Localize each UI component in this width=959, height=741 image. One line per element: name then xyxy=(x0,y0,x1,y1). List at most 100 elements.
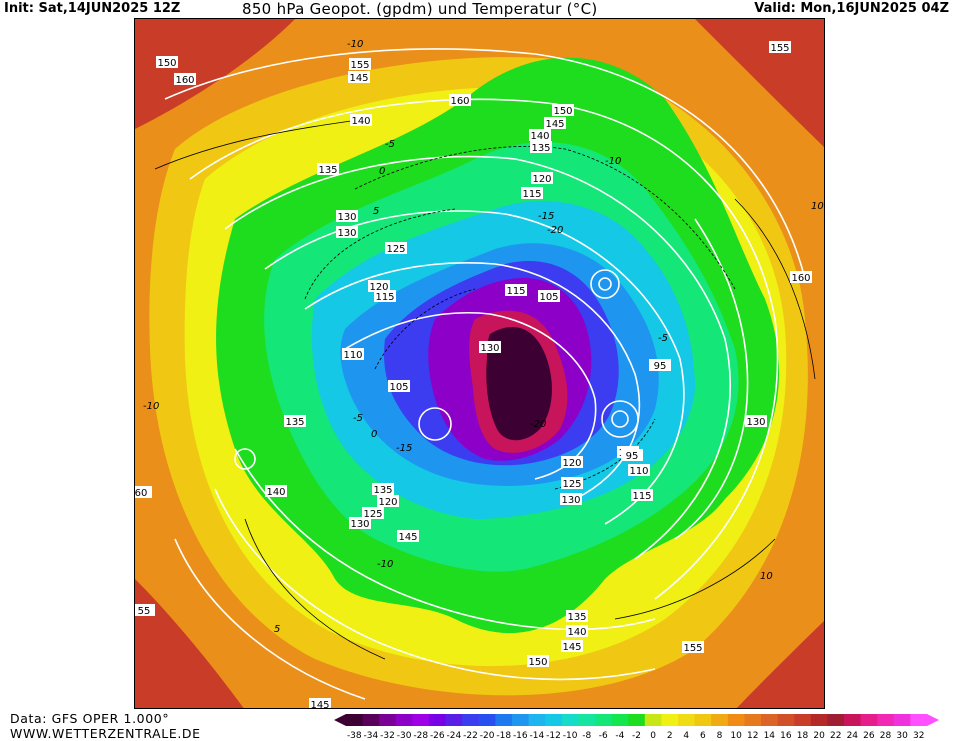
geopotential-label: 130 xyxy=(561,495,580,506)
legend-swatch xyxy=(512,714,529,726)
contour-line xyxy=(224,155,731,560)
geopotential-label: 160 xyxy=(175,75,194,86)
low-contour-ring xyxy=(601,400,639,438)
geopotential-label-box xyxy=(538,290,560,302)
geopotential-label-box xyxy=(368,280,390,292)
legend-tick-label: -24 xyxy=(447,731,462,741)
geopotential-label-box xyxy=(628,464,650,476)
legend-swatch xyxy=(678,714,695,726)
geopotential-label-box xyxy=(349,58,371,70)
legend-tick-label: -16 xyxy=(513,731,528,741)
temperature-label: 0 xyxy=(371,429,377,440)
legend-swatch xyxy=(545,714,563,726)
isotherm-line xyxy=(554,418,656,490)
legend-swatch xyxy=(445,714,463,726)
geopotential-label-box xyxy=(566,610,588,622)
temperature-label: -10 xyxy=(377,559,393,570)
geopotential-label-box xyxy=(621,449,643,461)
geopotential-label: 155 xyxy=(770,43,789,54)
geopotential-label-box xyxy=(388,380,410,392)
legend-tick-label: 20 xyxy=(813,731,825,741)
geopotential-label-box xyxy=(374,290,396,302)
geopotential-label-box xyxy=(317,163,339,175)
legend-swatch xyxy=(362,714,380,726)
temperature-label: 0 xyxy=(379,166,385,177)
legend-tick-label: -6 xyxy=(599,731,608,741)
geopotential-label: 120 xyxy=(369,282,388,293)
geopotential-label: 105 xyxy=(539,292,558,303)
geopotential-label: 110 xyxy=(343,350,362,361)
geopotential-label-box xyxy=(561,456,583,468)
contour-line xyxy=(214,488,656,681)
geopotential-label-box xyxy=(362,507,384,519)
geopotential-label: 125 xyxy=(363,509,382,520)
geopotential-contours xyxy=(164,48,806,700)
geopotential-label: 110 xyxy=(629,466,648,477)
geopotential-label: 135 xyxy=(567,612,586,623)
geopotential-label: 130 xyxy=(746,417,765,428)
geopotential-label: 140 xyxy=(351,116,370,127)
geopotential-label-box xyxy=(284,415,306,427)
temperature-label: 5 xyxy=(274,624,280,635)
contour-line xyxy=(164,48,806,280)
legend-swatch xyxy=(761,714,778,726)
contour-line xyxy=(264,210,685,525)
legend-tick-label: 26 xyxy=(863,731,875,741)
legend-swatch xyxy=(611,714,629,726)
legend-tick-label: -20 xyxy=(480,731,495,741)
geopotential-label: 145 xyxy=(310,700,329,709)
temperature-label: -10 xyxy=(143,401,159,412)
legend-swatch xyxy=(644,714,662,726)
geopotential-label: 150 xyxy=(528,657,547,668)
geopotential-label-box xyxy=(561,477,583,489)
legend-tick-label: 10 xyxy=(730,731,742,741)
legend-tick-label: 2 xyxy=(667,731,673,741)
geopotential-label: 125 xyxy=(386,244,405,255)
geopotential-label: 120 xyxy=(562,458,581,469)
legend-tick-label: -12 xyxy=(546,731,561,741)
geopotential-label: 160 xyxy=(791,273,810,284)
temperature-label: -20 xyxy=(547,225,563,236)
legend-swatch xyxy=(561,714,579,726)
geopotential-label-box xyxy=(156,56,178,68)
legend-tick-label: -8 xyxy=(582,731,591,741)
temperature-label: -10 xyxy=(347,39,363,50)
geopotential-label: 140 xyxy=(530,131,549,142)
geopotential-label: 130 xyxy=(337,212,356,223)
legend-tick-label: 8 xyxy=(717,731,723,741)
cold-core xyxy=(486,326,552,441)
geopotential-label-box xyxy=(309,698,331,708)
geopotential-label-box xyxy=(790,271,812,283)
temperature-color-legend: -38 -34 -32 -30 -28 -26 -24 -22 -20 -18 -16 -14 -12-… xyxy=(334,714,939,741)
geopotential-label-box xyxy=(649,359,671,371)
contour-line xyxy=(304,262,640,500)
geopotential-label-box xyxy=(527,655,549,667)
geopotential-label: 60 xyxy=(135,488,147,499)
legend-swatch xyxy=(844,714,861,726)
geopotential-label: 115 xyxy=(522,189,541,200)
valid-time-label: Valid: Mon,16JUN2025 04Z xyxy=(754,1,949,16)
legend-tick-label: 30 xyxy=(896,731,908,741)
legend-tick-label: 32 xyxy=(913,731,924,741)
geopotential-label: 150 xyxy=(553,106,572,117)
temperature-label-group: -10 -5 0 5 -15 -20 -10 -5 10 -10 -5 0 -15 -20 10 -10 5 xyxy=(143,39,824,635)
temperature-label: -20 xyxy=(530,419,546,430)
legend-swatch xyxy=(595,714,612,726)
legend-tick-label: 16 xyxy=(780,731,792,741)
low-contour-ring xyxy=(234,448,256,470)
geopotential-label: 155 xyxy=(350,60,369,71)
geopotential-label: 130 xyxy=(337,228,356,239)
weather-map: 150 145 155 160 155 150 145 140 135 120 115 140 135 1… xyxy=(134,18,825,709)
legend-tick-label: 18 xyxy=(797,731,809,741)
geopotential-label: 135 xyxy=(373,485,392,496)
legend-swatch xyxy=(528,714,546,726)
low-contour-ring xyxy=(611,410,629,428)
legend-ticks: -38 -34 -32 -30 -28 -26 -24 -22 -20 -18 -16 -14 -12-… xyxy=(347,731,924,741)
geopotential-label-box xyxy=(479,341,501,353)
geopotential-label-box xyxy=(529,129,551,141)
legend-swatch xyxy=(429,714,446,726)
geopotential-label: 145 xyxy=(545,119,564,130)
legend-tick-label: -14 xyxy=(530,731,545,741)
geopotential-label: 160 xyxy=(450,96,469,107)
geopotential-label-box xyxy=(560,493,582,505)
